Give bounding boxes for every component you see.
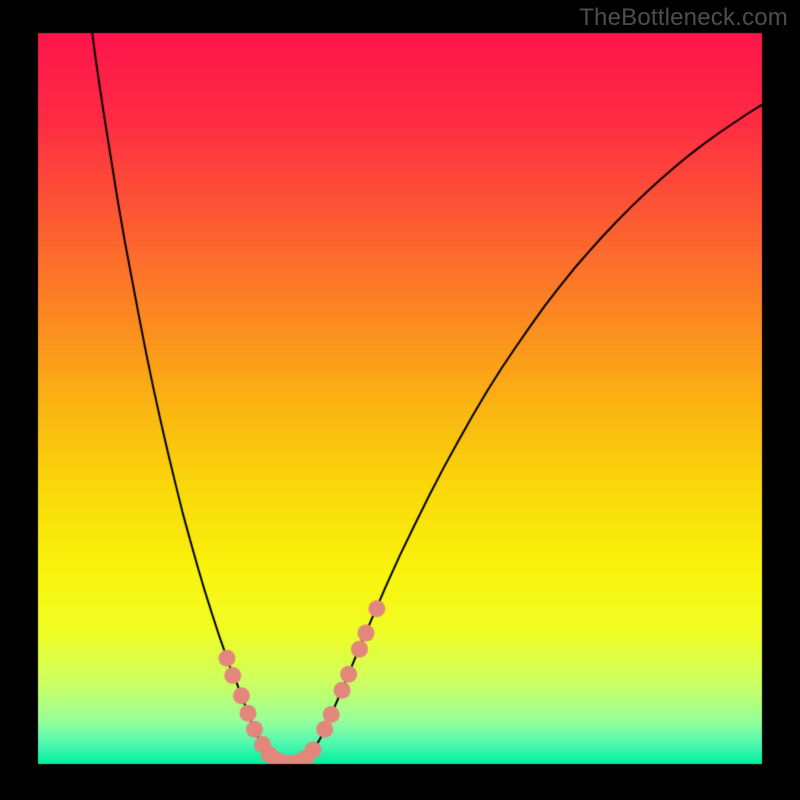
bottleneck-chart-canvas: [0, 0, 800, 800]
watermark-text: TheBottleneck.com: [579, 4, 788, 32]
chart-stage: TheBottleneck.com: [0, 0, 800, 800]
